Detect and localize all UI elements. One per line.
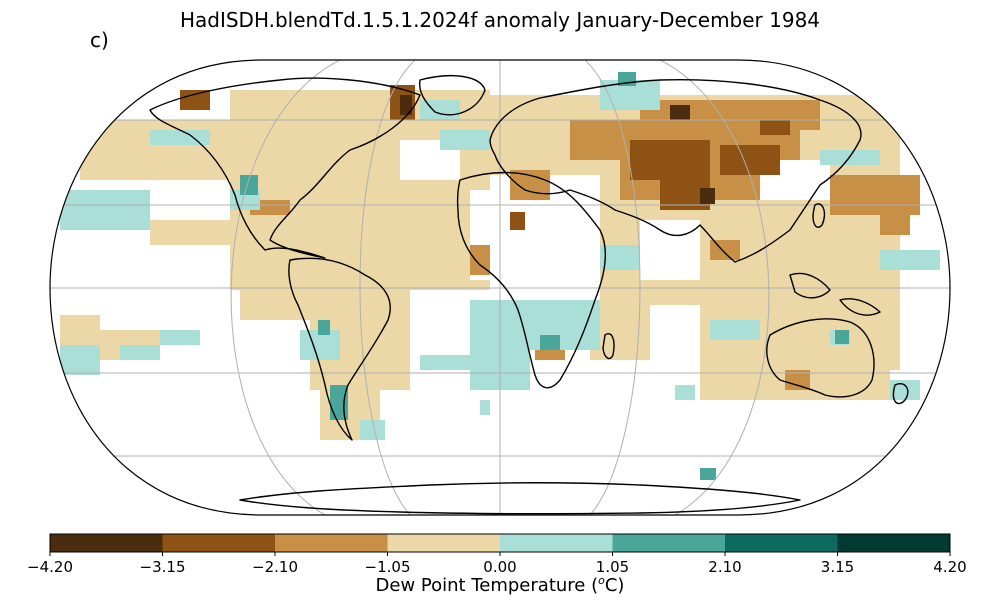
gridlines [50,60,950,515]
map-title: HadISDH.blendTd.1.5.1.2024f anomaly Janu… [179,8,821,32]
anomaly-map [49,59,951,516]
colorbar-tick-label: 0.00 [483,558,516,574]
colorbar-swatches [50,534,951,552]
coastlines [149,75,909,515]
globe-border [49,59,951,516]
colorbar-tick-label: −2.10 [252,558,298,574]
colorbar-tick-label: 2.10 [708,558,741,574]
colorbar-swatch [162,534,276,552]
colorbar-tick-label: −3.15 [140,558,186,574]
colorbar-tick-label: −4.20 [27,558,73,574]
colorbar-label: Dew Point Temperature (oC) [0,574,1000,596]
colorbar: −4.20 −3.15 −2.10 −1.05 0.00 1.05 2.10 3.15 4.20 [27,533,967,574]
colorbar-swatch [50,534,163,552]
colorbar-swatch [837,534,951,552]
colorbar-tick-label: 4.20 [933,558,966,574]
colorbar-label-prefix: Dew Point Temperature ( [375,575,599,596]
colorbar-swatch [275,534,388,552]
colorbar-tick-label: 3.15 [821,558,854,574]
colorbar-tick-label: −1.05 [365,558,411,574]
colorbar-tick-label: 1.05 [596,558,629,574]
colorbar-swatch [387,534,501,552]
colorbar-label-sup: o [598,574,605,587]
panel-label: c) [90,28,109,52]
colorbar-ticks: −4.20 −3.15 −2.10 −1.05 0.00 1.05 2.10 3.15 4.20 [27,552,967,574]
colorbar-label-suffix: C) [604,575,625,596]
colorbar-swatch [612,534,726,552]
colorbar-swatch [725,534,838,552]
colorbar-swatch [500,534,613,552]
